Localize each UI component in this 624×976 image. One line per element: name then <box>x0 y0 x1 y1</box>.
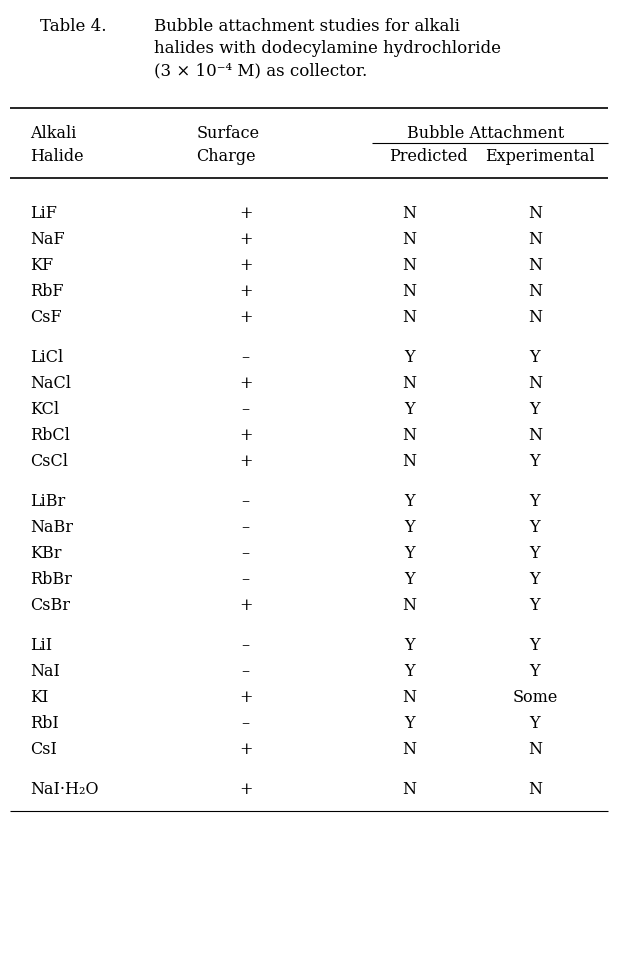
Text: Y: Y <box>530 571 540 588</box>
Text: +: + <box>239 741 253 758</box>
Text: CsF: CsF <box>30 309 61 326</box>
Text: Some: Some <box>512 689 558 706</box>
Text: Charge: Charge <box>196 148 256 165</box>
Text: Y: Y <box>404 663 414 680</box>
Text: CsI: CsI <box>30 741 57 758</box>
Text: Y: Y <box>530 519 540 536</box>
Text: N: N <box>528 427 542 444</box>
Text: N: N <box>528 231 542 248</box>
Text: Surface: Surface <box>196 125 260 142</box>
Text: –: – <box>241 493 250 510</box>
Text: Y: Y <box>404 715 414 732</box>
Text: Predicted: Predicted <box>389 148 468 165</box>
Text: N: N <box>402 781 416 798</box>
Text: CsBr: CsBr <box>30 597 70 614</box>
Text: +: + <box>239 689 253 706</box>
Text: LiF: LiF <box>30 205 57 222</box>
Text: KI: KI <box>30 689 48 706</box>
Text: N: N <box>528 309 542 326</box>
Text: N: N <box>402 453 416 470</box>
Text: Y: Y <box>404 545 414 562</box>
Text: RbCl: RbCl <box>30 427 70 444</box>
Text: N: N <box>528 741 542 758</box>
Text: Y: Y <box>404 519 414 536</box>
Text: RbF: RbF <box>30 283 63 300</box>
Text: Y: Y <box>530 663 540 680</box>
Text: NaF: NaF <box>30 231 64 248</box>
Text: –: – <box>241 663 250 680</box>
Text: Y: Y <box>530 401 540 418</box>
Text: N: N <box>402 375 416 392</box>
Text: Y: Y <box>404 401 414 418</box>
Text: Y: Y <box>530 493 540 510</box>
Text: N: N <box>402 257 416 274</box>
Text: +: + <box>239 257 253 274</box>
Text: +: + <box>239 309 253 326</box>
Text: –: – <box>241 401 250 418</box>
Text: +: + <box>239 283 253 300</box>
Text: Experimental: Experimental <box>485 148 595 165</box>
Text: +: + <box>239 427 253 444</box>
Text: KF: KF <box>30 257 53 274</box>
Text: Alkali: Alkali <box>30 125 76 142</box>
Text: N: N <box>528 375 542 392</box>
Text: +: + <box>239 597 253 614</box>
Text: NaI·H₂O: NaI·H₂O <box>30 781 98 798</box>
Text: +: + <box>239 781 253 798</box>
Text: LiBr: LiBr <box>30 493 65 510</box>
Text: –: – <box>241 519 250 536</box>
Text: N: N <box>402 231 416 248</box>
Text: halides with dodecylamine hydrochloride: halides with dodecylamine hydrochloride <box>154 40 500 57</box>
Text: N: N <box>402 283 416 300</box>
Text: N: N <box>528 205 542 222</box>
Text: KCl: KCl <box>30 401 59 418</box>
Text: KBr: KBr <box>30 545 61 562</box>
Text: NaCl: NaCl <box>30 375 71 392</box>
Text: N: N <box>402 689 416 706</box>
Text: Y: Y <box>530 349 540 366</box>
Text: LiI: LiI <box>30 637 52 654</box>
Text: Y: Y <box>404 493 414 510</box>
Text: Bubble attachment studies for alkali: Bubble attachment studies for alkali <box>154 18 459 35</box>
Text: –: – <box>241 571 250 588</box>
Text: NaI: NaI <box>30 663 60 680</box>
Text: N: N <box>402 597 416 614</box>
Text: +: + <box>239 231 253 248</box>
Text: –: – <box>241 715 250 732</box>
Text: N: N <box>402 309 416 326</box>
Text: Y: Y <box>404 571 414 588</box>
Text: +: + <box>239 205 253 222</box>
Text: –: – <box>241 637 250 654</box>
Text: Y: Y <box>404 637 414 654</box>
Text: N: N <box>402 741 416 758</box>
Text: N: N <box>528 283 542 300</box>
Text: –: – <box>241 545 250 562</box>
Text: (3 × 10⁻⁴ M) as collector.: (3 × 10⁻⁴ M) as collector. <box>154 62 367 79</box>
Text: –: – <box>241 349 250 366</box>
Text: N: N <box>528 257 542 274</box>
Text: RbI: RbI <box>30 715 59 732</box>
Text: Y: Y <box>530 453 540 470</box>
Text: N: N <box>528 781 542 798</box>
Text: NaBr: NaBr <box>30 519 73 536</box>
Text: Y: Y <box>530 637 540 654</box>
Text: +: + <box>239 375 253 392</box>
Text: Y: Y <box>530 715 540 732</box>
Text: Y: Y <box>530 597 540 614</box>
Text: LiCl: LiCl <box>30 349 63 366</box>
Text: Halide: Halide <box>30 148 84 165</box>
Text: Bubble Attachment: Bubble Attachment <box>407 125 564 142</box>
Text: CsCl: CsCl <box>30 453 68 470</box>
Text: N: N <box>402 427 416 444</box>
Text: Table 4.: Table 4. <box>40 18 106 35</box>
Text: RbBr: RbBr <box>30 571 72 588</box>
Text: N: N <box>402 205 416 222</box>
Text: Y: Y <box>404 349 414 366</box>
Text: +: + <box>239 453 253 470</box>
Text: Y: Y <box>530 545 540 562</box>
